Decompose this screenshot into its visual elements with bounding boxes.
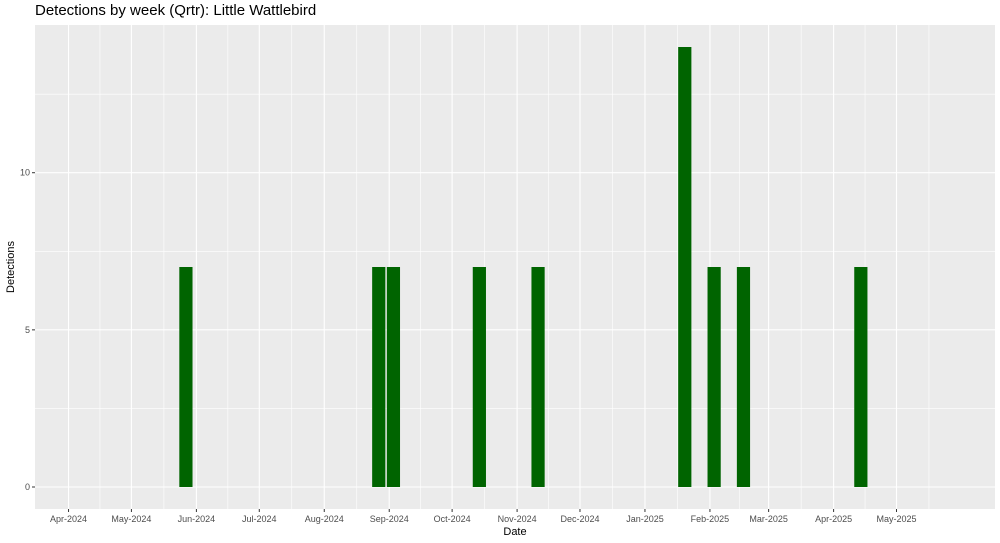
y-tick-label: 5 [25,325,30,335]
x-tick-label: Apr-2024 [50,514,87,524]
x-tick-label: Nov-2024 [498,514,537,524]
major-gridlines [35,25,995,509]
bar [372,267,386,487]
y-axis-title: Detections [5,241,17,293]
bars-layer [179,47,868,487]
x-tick-label: Jan-2025 [626,514,664,524]
y-axis: 0 5 10 [20,168,35,492]
x-tick-label: Feb-2025 [691,514,730,524]
x-axis: Apr-2024 May-2024 Jun-2024 Jul-2024 Aug-2024… [50,509,917,524]
bar [531,267,545,487]
x-tick-label: May-2024 [111,514,151,524]
plot-panel [35,25,995,509]
x-tick-label: Sep-2024 [370,514,409,524]
bar [854,267,868,487]
x-tick-label: Dec-2024 [560,514,599,524]
bar [386,267,401,487]
y-tick-label: 0 [25,482,30,492]
x-tick-label: Aug-2024 [305,514,344,524]
bar [179,267,193,487]
x-axis-title: Date [503,526,526,538]
bar [678,47,692,487]
x-tick-label: May-2025 [876,514,916,524]
y-tick-label: 10 [20,168,30,178]
x-tick-label: Mar-2025 [749,514,788,524]
x-tick-label: Oct-2024 [434,514,471,524]
bar [707,267,721,487]
x-tick-label: Jun-2024 [178,514,216,524]
x-tick-label: Jul-2024 [242,514,277,524]
bar [472,267,486,487]
x-tick-label: Apr-2025 [815,514,852,524]
bar [736,267,751,487]
chart-title: Detections by week (Qrtr): Little Wattle… [35,2,317,19]
